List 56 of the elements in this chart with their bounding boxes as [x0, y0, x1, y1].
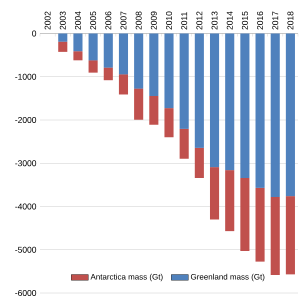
x-tick-label: 2003 — [60, 12, 66, 30]
x-tick-label: 2006 — [105, 12, 112, 30]
bar — [270, 34, 280, 197]
x-tick-label: 2011 — [181, 12, 188, 30]
bar — [225, 34, 234, 170]
bar — [225, 170, 234, 232]
y-tick-label: -5000 — [15, 246, 36, 253]
y-tick-label: 0 — [32, 30, 36, 36]
bar — [194, 34, 204, 148]
bar — [256, 34, 265, 188]
x-tick-label: 2012 — [196, 12, 202, 30]
bar — [73, 34, 82, 52]
x-tick-label: 2004 — [74, 11, 81, 30]
x-tick-label: 2008 — [136, 12, 142, 30]
bar — [104, 34, 113, 68]
bar — [88, 34, 98, 60]
bar — [58, 42, 68, 52]
bar — [210, 167, 220, 220]
bar — [210, 34, 220, 168]
bar — [134, 88, 144, 120]
x-tick-label: 2007 — [120, 12, 126, 30]
bar — [240, 34, 250, 178]
x-tick-label: 2005 — [90, 12, 96, 30]
bar — [118, 34, 128, 74]
x-tick-label: 2018 — [287, 12, 294, 30]
bar — [256, 188, 265, 262]
y-tick-label: -1000 — [15, 74, 36, 80]
bar — [240, 178, 250, 252]
bar — [180, 34, 189, 129]
x-tick-label: 2016 — [257, 12, 264, 30]
x-tick-label: 2002 — [44, 12, 51, 30]
bar — [58, 34, 68, 42]
bar — [134, 34, 144, 89]
x-tick-label: 2010 — [166, 11, 172, 30]
y-tick-label: -4000 — [15, 204, 36, 210]
bar — [286, 34, 295, 196]
bar — [104, 68, 113, 80]
x-tick-label: 2013 — [212, 12, 218, 30]
y-tick-label: -3000 — [15, 160, 36, 166]
x-tick-label: 2017 — [272, 12, 278, 30]
bar — [149, 34, 158, 96]
y-tick-label: -6000 — [15, 290, 36, 296]
x-tick-label: 2009 — [150, 12, 157, 30]
bar — [270, 196, 280, 276]
bar — [88, 60, 98, 73]
bar — [286, 196, 295, 274]
bar — [164, 34, 174, 108]
bar — [180, 128, 189, 159]
bar — [164, 108, 174, 138]
x-tick-label: 2015 — [242, 12, 248, 30]
y-tick-label: -2000 — [15, 117, 36, 123]
bar — [118, 74, 128, 94]
bar — [149, 96, 158, 125]
bar — [73, 51, 82, 60]
x-tick-label: 2014 — [226, 11, 233, 30]
bar — [194, 148, 204, 178]
